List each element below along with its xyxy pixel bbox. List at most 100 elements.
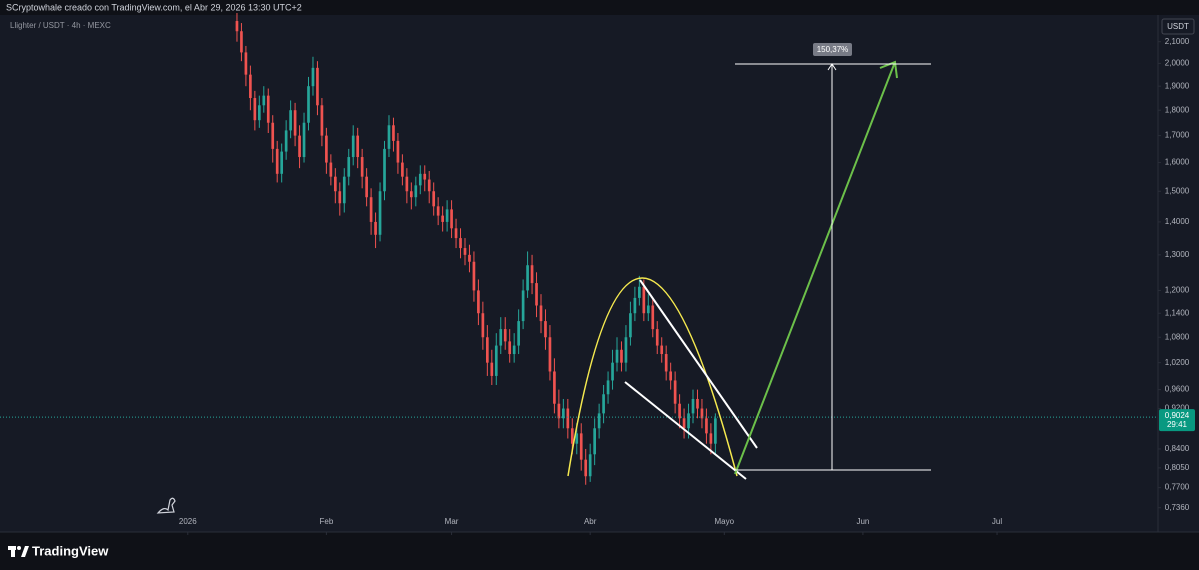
candle-body xyxy=(392,125,395,141)
candle-body xyxy=(360,157,364,177)
x-tick-label: Mayo xyxy=(715,517,735,526)
y-tick-label: 1,9000 xyxy=(1165,81,1190,90)
candle-body xyxy=(700,408,704,419)
candle-body xyxy=(365,176,368,198)
candle-body xyxy=(530,265,534,284)
currency-box[interactable] xyxy=(1161,18,1195,35)
candle-body xyxy=(450,209,453,229)
candle-body xyxy=(584,459,588,477)
candle-body xyxy=(481,313,485,338)
y-tick-label: 1,0200 xyxy=(1165,358,1190,367)
candle-body xyxy=(535,283,538,306)
candle-body xyxy=(709,433,713,444)
x-tick-label: Abr xyxy=(584,517,597,526)
wedge-upper-line xyxy=(639,279,758,449)
y-tick-label: 0,7700 xyxy=(1165,483,1190,492)
brand-name: TradingView xyxy=(32,543,109,558)
y-tick-label: 1,2000 xyxy=(1165,286,1190,295)
candle-body xyxy=(557,403,561,419)
candle-body xyxy=(298,135,301,158)
y-tick-label: 0,9200 xyxy=(1165,404,1190,413)
candle-body xyxy=(570,428,574,444)
currency-label[interactable]: USDT xyxy=(1167,22,1189,31)
candle-body xyxy=(472,261,476,291)
candle-body xyxy=(468,254,471,262)
candle-body xyxy=(445,209,449,222)
candle-body xyxy=(503,329,507,342)
candle-body xyxy=(302,122,306,158)
candle-body xyxy=(423,173,427,180)
candle-body xyxy=(687,413,690,429)
candle-body xyxy=(427,179,431,192)
candle-body xyxy=(521,290,525,322)
candle-body xyxy=(342,176,346,204)
candle-body xyxy=(588,454,592,477)
y-tick-label: 1,8000 xyxy=(1165,105,1190,114)
candle-body xyxy=(284,130,288,152)
candle-body xyxy=(499,329,503,346)
dino-icon[interactable] xyxy=(156,497,176,514)
arc-drawing xyxy=(567,277,738,477)
candle-body xyxy=(575,433,579,444)
candle-body xyxy=(240,31,243,53)
candle-body xyxy=(664,354,668,372)
candle-body xyxy=(490,362,494,376)
y-tick-label: 1,7000 xyxy=(1165,131,1190,140)
candle-body xyxy=(249,74,252,99)
candle-body xyxy=(356,135,360,158)
candle-body xyxy=(378,191,382,235)
candle-body xyxy=(705,418,708,434)
candle-body xyxy=(620,349,623,363)
bar-countdown: 29:41 xyxy=(1167,420,1188,429)
candle-body xyxy=(387,125,391,149)
candle-body xyxy=(655,329,659,346)
candle-body xyxy=(401,162,404,177)
target-arrow xyxy=(734,61,896,475)
candle-body xyxy=(289,110,292,131)
candle-body xyxy=(629,313,632,338)
logo-part xyxy=(11,546,15,557)
candle-body xyxy=(374,221,377,235)
y-tick-label: 0,9600 xyxy=(1165,385,1190,394)
candle-body xyxy=(714,418,717,444)
candle-body xyxy=(271,122,275,149)
header-text: SCryptowhale creado con TradingView.com,… xyxy=(6,2,302,12)
candle-body xyxy=(432,191,436,207)
candle-body xyxy=(405,176,409,192)
candle-body xyxy=(325,135,328,163)
target-arrow-head xyxy=(879,60,898,79)
y-tick-label: 1,4000 xyxy=(1165,217,1190,226)
candle-body xyxy=(396,140,400,163)
candle-body xyxy=(606,380,610,395)
candle-body xyxy=(235,21,239,32)
candle-body xyxy=(651,305,655,330)
candle-body xyxy=(280,151,284,174)
candle-body xyxy=(611,362,614,381)
symbol-info: Llighter / USDT · 4h · MEXC xyxy=(10,21,111,30)
candle-body xyxy=(517,321,520,346)
candle-body xyxy=(383,148,386,192)
y-tick-label: 2,0000 xyxy=(1165,58,1190,67)
candle-body xyxy=(553,371,556,404)
candle-body xyxy=(477,290,480,314)
candle-body xyxy=(526,265,529,291)
candle-body xyxy=(329,162,333,177)
candle-body xyxy=(262,95,266,106)
candle-body xyxy=(333,176,337,192)
candle-body xyxy=(539,305,543,322)
candle-body xyxy=(512,345,516,355)
y-tick-label: 0,7360 xyxy=(1165,503,1190,512)
wedge-lower-line xyxy=(624,381,747,480)
y-tick-label: 1,1400 xyxy=(1165,308,1190,317)
candle-body xyxy=(494,345,498,376)
y-tick-label: 1,6000 xyxy=(1165,158,1190,167)
candle-body xyxy=(673,380,677,404)
measure-arrow-head xyxy=(827,63,837,71)
measure-label: 150,37% xyxy=(817,45,849,54)
candle-body xyxy=(633,297,637,314)
candle-body xyxy=(459,238,462,249)
candle-body xyxy=(615,349,619,363)
candle-body xyxy=(441,215,444,222)
chart-pane xyxy=(0,15,1199,532)
